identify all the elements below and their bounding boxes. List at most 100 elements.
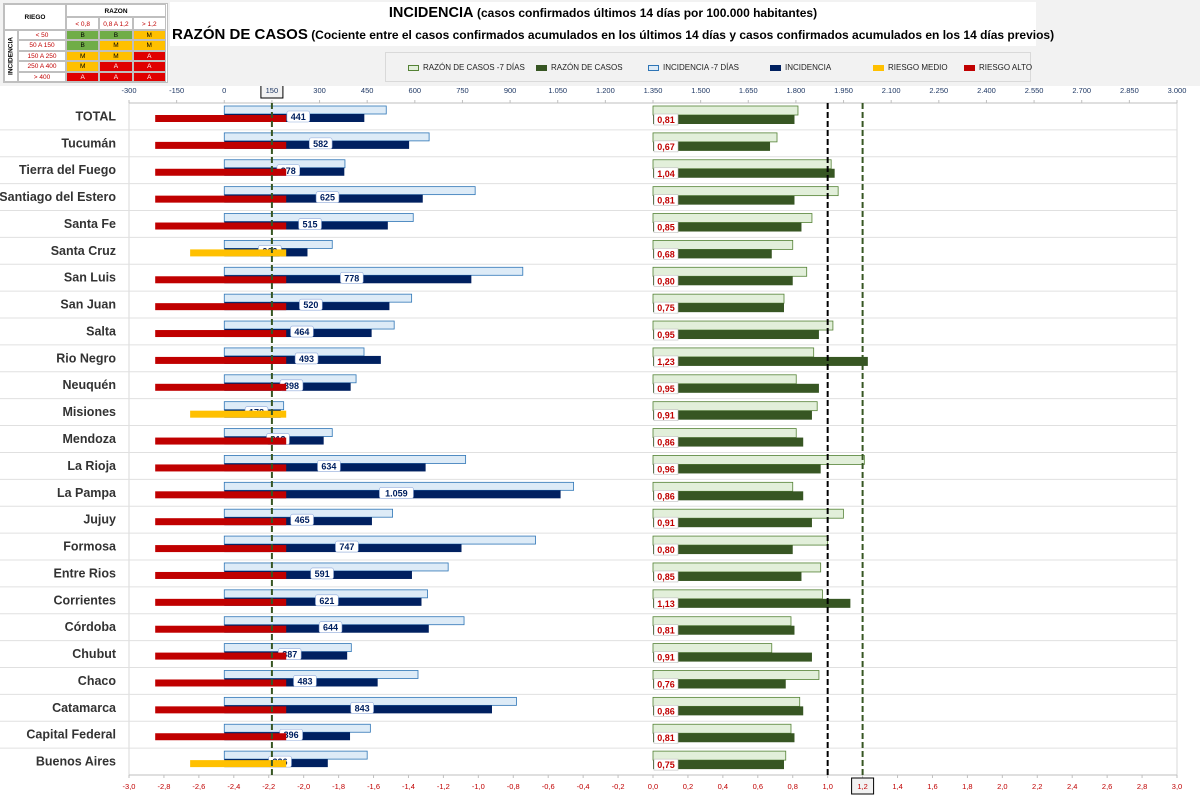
bar-razon-prev	[652, 696, 801, 707]
bottom-axis-tick-label: -1,4	[402, 782, 415, 791]
legend-matrix-cell: A	[132, 61, 166, 72]
bar-riesgo	[155, 625, 287, 633]
bar-incidencia-label: 464	[294, 327, 309, 337]
bar-razon-label: 0,81	[657, 626, 675, 636]
legend-item: INCIDENCIA -7 DÍAS	[648, 63, 739, 72]
row-label: La Rioja	[67, 459, 117, 473]
bar-riesgo	[155, 571, 287, 579]
bar-razon-label-box	[653, 463, 679, 475]
bar-razon	[653, 383, 819, 393]
bottom-axis-tick-label: -1,2	[437, 782, 450, 791]
top-axis-tick-label: -300	[121, 86, 136, 95]
bar-incidencia-label: 778	[344, 273, 359, 283]
legend-razon-label: RAZON	[66, 4, 166, 17]
bar-razon-label-box	[653, 221, 679, 233]
bar-razon	[653, 464, 821, 474]
top-axis-tick-label: 2.100	[882, 86, 901, 95]
legend-item: RAZÓN DE CASOS -7 DÍAS	[408, 63, 525, 72]
legend-label: INCIDENCIA -7 DÍAS	[663, 63, 740, 72]
bar-razon-prev	[652, 347, 815, 358]
bar-razon-prev	[652, 455, 865, 465]
bar-razon-label: 0,86	[657, 706, 675, 716]
bar-incidencia-label: 493	[299, 354, 314, 364]
legend-item: RIESGO MEDIO	[873, 63, 948, 72]
row-label: Chaco	[78, 674, 117, 688]
bar-razon-prev	[652, 589, 823, 600]
bar-incidencia-label-box	[298, 218, 322, 230]
bottom-axis-tick-label: -0,8	[507, 782, 520, 791]
bar-razon-prev	[652, 723, 792, 734]
bar-incidencia-prev	[223, 535, 536, 545]
bar-riesgo	[155, 706, 287, 714]
bar-incidencia-label: 387	[282, 650, 297, 660]
bar-incidencia-label-box	[290, 325, 314, 338]
row-label: Entre Rios	[53, 566, 116, 580]
bar-razon-label: 1,23	[657, 357, 675, 367]
row-label: Tucumán	[61, 136, 116, 150]
bar-razon-label-box	[653, 409, 679, 421]
bar-razon	[653, 545, 793, 555]
bar-incidencia-label-box	[379, 487, 414, 499]
row-label: San Luis	[64, 271, 116, 285]
legend-item: RAZÓN DE CASOS	[536, 63, 623, 72]
bottom-axis-tick-label: -2,8	[157, 782, 170, 791]
bar-razon-label: 0,91	[657, 518, 675, 528]
bar-razon	[653, 195, 795, 205]
bar-incidencia-label: 634	[321, 461, 336, 471]
bar-incidencia-label: 515	[303, 220, 318, 230]
bar-incidencia-prev	[223, 455, 467, 464]
top-axis-tick-label: 750	[456, 86, 469, 95]
row-label: Santa Fe	[64, 217, 116, 231]
top-axis-tick-label: 2.250	[929, 86, 948, 95]
bar-riesgo	[155, 383, 287, 391]
legend-swatch	[770, 64, 781, 71]
bar-razon-prev	[652, 401, 818, 412]
bar-incidencia-prev	[223, 347, 365, 357]
bar-incidencia-label: 483	[297, 676, 312, 686]
bar-razon-label: 0,95	[657, 384, 675, 394]
bar-razon-label-box	[653, 651, 679, 663]
bar-riesgo	[155, 733, 287, 741]
bar-razon-label: 0,75	[657, 303, 675, 313]
bar-riesgo	[155, 303, 287, 311]
top-axis-tick-label: 1.050	[548, 86, 567, 95]
bar-incidencia-prev	[223, 750, 368, 760]
legend-incidencia-row: 150 A 250	[18, 50, 66, 62]
bar-incidencia-label: 621	[319, 596, 334, 606]
bar-razon-prev	[652, 670, 820, 680]
bottom-axis-tick-label: 2,6	[1102, 782, 1112, 791]
legend-matrix-cell: M	[66, 50, 100, 62]
legend-item: INCIDENCIA	[770, 63, 831, 72]
legend-swatch	[873, 64, 884, 71]
legend-matrix-cell: B	[66, 30, 100, 41]
bar-incidencia-label: 398	[284, 381, 299, 391]
bottom-axis-tick-label: -1,8	[332, 782, 345, 791]
bar-razon-label: 0,76	[657, 679, 675, 689]
legend-label: INCIDENCIA	[785, 63, 832, 72]
legend-matrix-cell: M	[99, 50, 133, 62]
bar-incidencia-label: 396	[284, 730, 299, 740]
bar-razon-label-box	[653, 705, 679, 717]
row-label: La Pampa	[57, 486, 117, 500]
top-axis-tick-label: 1.500	[691, 86, 710, 95]
row-label: Capital Federal	[26, 728, 116, 742]
bar-riesgo	[155, 598, 287, 606]
legend-label: RAZÓN DE CASOS	[551, 63, 623, 72]
bar-incidencia-label-box	[308, 137, 333, 150]
bottom-axis-tick-label: 0,8	[788, 782, 798, 791]
row-label: Misiones	[63, 405, 117, 419]
bar-razon	[653, 115, 795, 124]
bar-razon-label-box	[653, 570, 679, 583]
top-axis-tick-label: 900	[504, 86, 517, 95]
second-title: RAZÓN DE CASOS (Cociente entre el casos …	[172, 26, 1054, 43]
bar-razon-label-box	[653, 597, 679, 610]
row-label: Salta	[86, 324, 117, 338]
row-label: Chubut	[72, 647, 117, 661]
bar-razon-label: 0,67	[657, 142, 675, 152]
row-label: Catamarca	[52, 701, 117, 715]
bottom-axis-tick-label: 1,4	[892, 782, 902, 791]
legend-riesgo-label: RIEGO	[4, 4, 66, 30]
bottom-axis-tick-label: 1,6	[927, 782, 937, 791]
bar-razon-label: 0,81	[657, 733, 675, 743]
bar-incidencia-label-box	[340, 271, 364, 284]
